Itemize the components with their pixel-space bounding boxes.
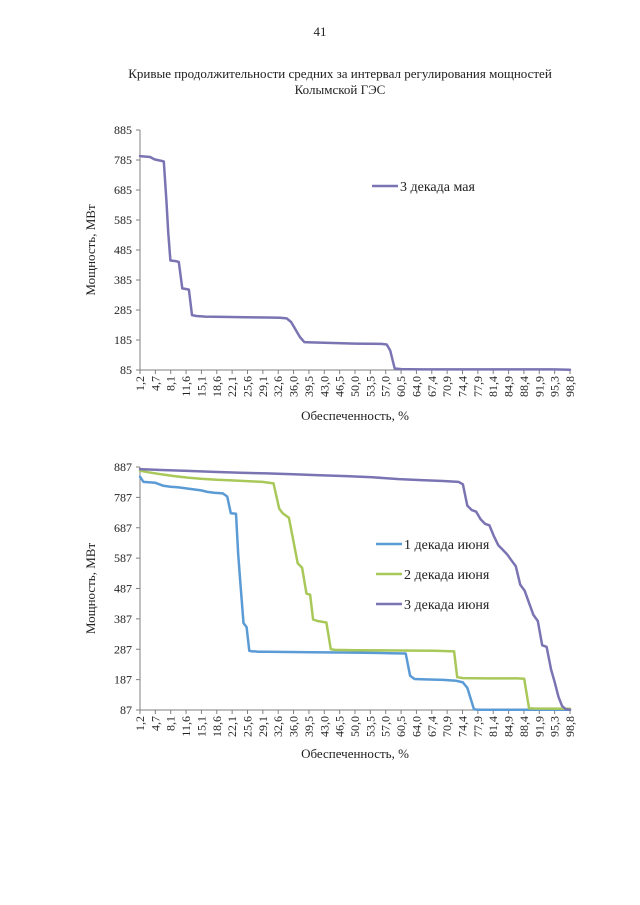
x-tick-label: 88,4 [517,716,531,737]
y-tick-label: 485 [114,243,132,257]
x-tick-label: 29,1 [256,716,270,737]
x-tick-label: 88,4 [517,376,531,397]
x-tick-label: 50,0 [348,716,362,737]
x-tick-label: 70,9 [440,716,454,737]
x-tick-label: 53,5 [363,716,377,737]
x-tick-label: 74,4 [456,716,470,737]
series-line-jun1 [138,475,572,711]
y-tick-label: 887 [114,460,132,474]
x-tick-label: 11,6 [179,716,193,737]
x-tick-label: 95,3 [548,376,562,397]
y-tick-label: 287 [114,642,132,656]
x-tick-label: 1,2 [133,716,147,731]
legend-label-may3: 3 декада мая [400,180,475,195]
x-tick-label: 81,4 [486,716,500,737]
x-tick-label: 8,1 [164,716,178,731]
y-axis-title: Мощность, МВт [83,204,98,296]
x-tick-label: 77,9 [471,716,485,737]
x-tick-label: 32,6 [271,716,285,737]
x-tick-label: 98,8 [563,716,577,737]
x-tick-label: 4,7 [148,376,162,391]
x-tick-label: 64,0 [409,376,423,397]
x-tick-label: 91,9 [532,376,546,397]
legend-label-jun2: 2 декада июня [404,568,490,583]
x-tick-label: 36,0 [287,716,301,737]
x-tick-label: 67,4 [425,716,439,737]
x-tick-label: 98,8 [563,376,577,397]
x-tick-label: 84,9 [502,716,516,737]
x-tick-label: 64,0 [409,716,423,737]
x-tick-label: 77,9 [471,376,485,397]
y-tick-label: 885 [114,123,132,137]
x-tick-label: 8,1 [164,376,178,391]
x-tick-label: 57,0 [379,376,393,397]
y-tick-label: 285 [114,303,132,317]
x-tick-label: 74,4 [456,376,470,397]
legend-label-jun1: 1 декада июня [404,538,490,553]
series-line-jun3 [138,467,572,711]
x-tick-label: 1,2 [133,376,147,391]
x-tick-label: 22,1 [225,716,239,737]
y-axis-title: Мощность, МВт [83,543,98,635]
series-line-may3 [138,154,572,371]
y-tick-label: 185 [114,333,132,347]
y-tick-label: 687 [114,521,132,535]
series-line-jun2 [138,469,572,711]
x-tick-label: 29,1 [256,376,270,397]
x-tick-label: 18,6 [210,376,224,397]
x-tick-label: 22,1 [225,376,239,397]
y-tick-label: 85 [120,363,132,377]
y-tick-label: 187 [114,673,132,687]
x-tick-label: 60,5 [394,716,408,737]
y-tick-label: 87 [120,703,132,717]
x-tick-label: 43,0 [317,376,331,397]
x-tick-label: 46,5 [333,716,347,737]
y-tick-label: 487 [114,582,132,596]
x-tick-label: 50,0 [348,376,362,397]
x-tick-label: 95,3 [548,716,562,737]
x-tick-label: 15,1 [194,716,208,737]
x-tick-label: 25,6 [241,376,255,397]
x-tick-label: 84,9 [502,376,516,397]
document-title: Кривые продолжительности средних за инте… [80,66,600,98]
x-tick-label: 43,0 [317,716,331,737]
x-tick-label: 53,5 [363,376,377,397]
document-title-line1: Кривые продолжительности средних за инте… [128,66,552,81]
x-tick-label: 91,9 [532,716,546,737]
y-tick-label: 787 [114,490,132,504]
legend-label-jun3: 3 декада июня [404,598,490,613]
x-tick-label: 39,5 [302,376,316,397]
x-tick-label: 25,6 [241,716,255,737]
y-tick-label: 385 [114,273,132,287]
x-tick-label: 15,1 [194,376,208,397]
document-title-line2: Колымской ГЭС [294,82,386,97]
y-tick-label: 587 [114,551,132,565]
x-tick-label: 36,0 [287,376,301,397]
x-axis-title: Обеспеченность, % [301,746,409,761]
x-tick-label: 57,0 [379,716,393,737]
x-tick-label: 67,4 [425,376,439,397]
page-number: 41 [313,24,327,39]
x-tick-label: 46,5 [333,376,347,397]
y-tick-label: 585 [114,213,132,227]
x-tick-label: 39,5 [302,716,316,737]
y-tick-label: 387 [114,612,132,626]
x-tick-label: 18,6 [210,716,224,737]
x-tick-label: 11,6 [179,376,193,397]
x-tick-label: 60,5 [394,376,408,397]
x-tick-label: 4,7 [148,716,162,731]
x-tick-label: 70,9 [440,376,454,397]
x-axis-title: Обеспеченность, % [301,408,409,423]
x-tick-label: 81,4 [486,376,500,397]
x-tick-label: 32,6 [271,376,285,397]
y-tick-label: 785 [114,153,132,167]
y-tick-label: 685 [114,183,132,197]
